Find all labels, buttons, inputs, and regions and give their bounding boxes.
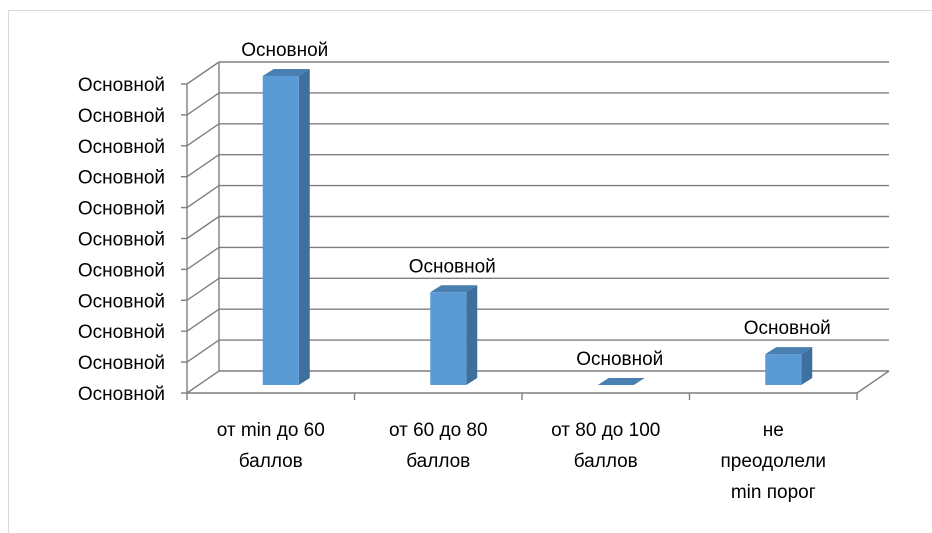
bar bbox=[765, 347, 813, 385]
bar bbox=[262, 69, 310, 385]
y-tick-label: Основной bbox=[78, 230, 165, 251]
bar-top bbox=[597, 378, 645, 385]
bar-top bbox=[262, 69, 310, 76]
bars bbox=[262, 69, 813, 385]
side-wall-gridline bbox=[186, 154, 220, 178]
y-tick-label: Основной bbox=[78, 384, 165, 405]
gridlines bbox=[181, 61, 890, 400]
y-tick-label: Основной bbox=[78, 199, 165, 220]
x-category-label: от 60 до 80 баллов bbox=[389, 420, 488, 472]
chart-frame bbox=[8, 10, 932, 533]
y-tick-label: Основной bbox=[78, 291, 165, 312]
side-wall-gridline bbox=[186, 308, 220, 332]
bar-front bbox=[430, 292, 467, 385]
bar-side bbox=[801, 347, 813, 385]
x-axis-category-labels: от min до 60 баллов от 60 до 80 баллов от 80… bbox=[217, 420, 826, 503]
y-axis-tick-labels: Основной Основной Основной Основной Основной… bbox=[78, 75, 165, 405]
data-label: Основной bbox=[744, 318, 831, 339]
x-category-label: от min до 60 баллов bbox=[217, 420, 325, 472]
side-wall-gridline bbox=[186, 92, 220, 116]
y-tick-label: Основной bbox=[78, 75, 165, 96]
data-label: Основной bbox=[576, 349, 663, 370]
bar-top bbox=[430, 285, 478, 293]
side-wall-gridline bbox=[186, 370, 220, 394]
y-tick-label: Основной bbox=[78, 137, 165, 158]
y-tick-label: Основной bbox=[78, 168, 165, 189]
x-category-label: не преодолели min порог bbox=[720, 420, 826, 503]
y-tick-label: Основной bbox=[78, 322, 165, 343]
bar bbox=[597, 378, 645, 385]
side-wall-gridline bbox=[186, 277, 220, 301]
side-wall-gridline bbox=[186, 61, 220, 85]
x-category-label: от 80 до 100 баллов bbox=[551, 420, 660, 472]
y-tick-label: Основной bbox=[78, 353, 165, 374]
y-tick-label: Основной bbox=[78, 260, 165, 281]
side-wall-gridline bbox=[186, 215, 220, 240]
bar-side bbox=[466, 285, 478, 385]
data-label: Основной bbox=[241, 40, 328, 61]
data-labels: Основной Основной Основной Основной bbox=[241, 40, 831, 370]
data-label: Основной bbox=[409, 256, 496, 277]
bar-top bbox=[765, 347, 813, 355]
bar-front bbox=[262, 76, 299, 385]
bar-front bbox=[765, 354, 802, 385]
bar-side bbox=[298, 69, 310, 385]
y-tick-label: Основной bbox=[78, 106, 165, 127]
bar bbox=[430, 285, 478, 385]
floor-right-edge bbox=[856, 370, 890, 394]
side-wall-gridline bbox=[186, 246, 220, 270]
side-wall-gridline bbox=[186, 123, 220, 147]
side-wall-gridline bbox=[186, 185, 220, 209]
side-wall-gridline bbox=[186, 339, 220, 363]
